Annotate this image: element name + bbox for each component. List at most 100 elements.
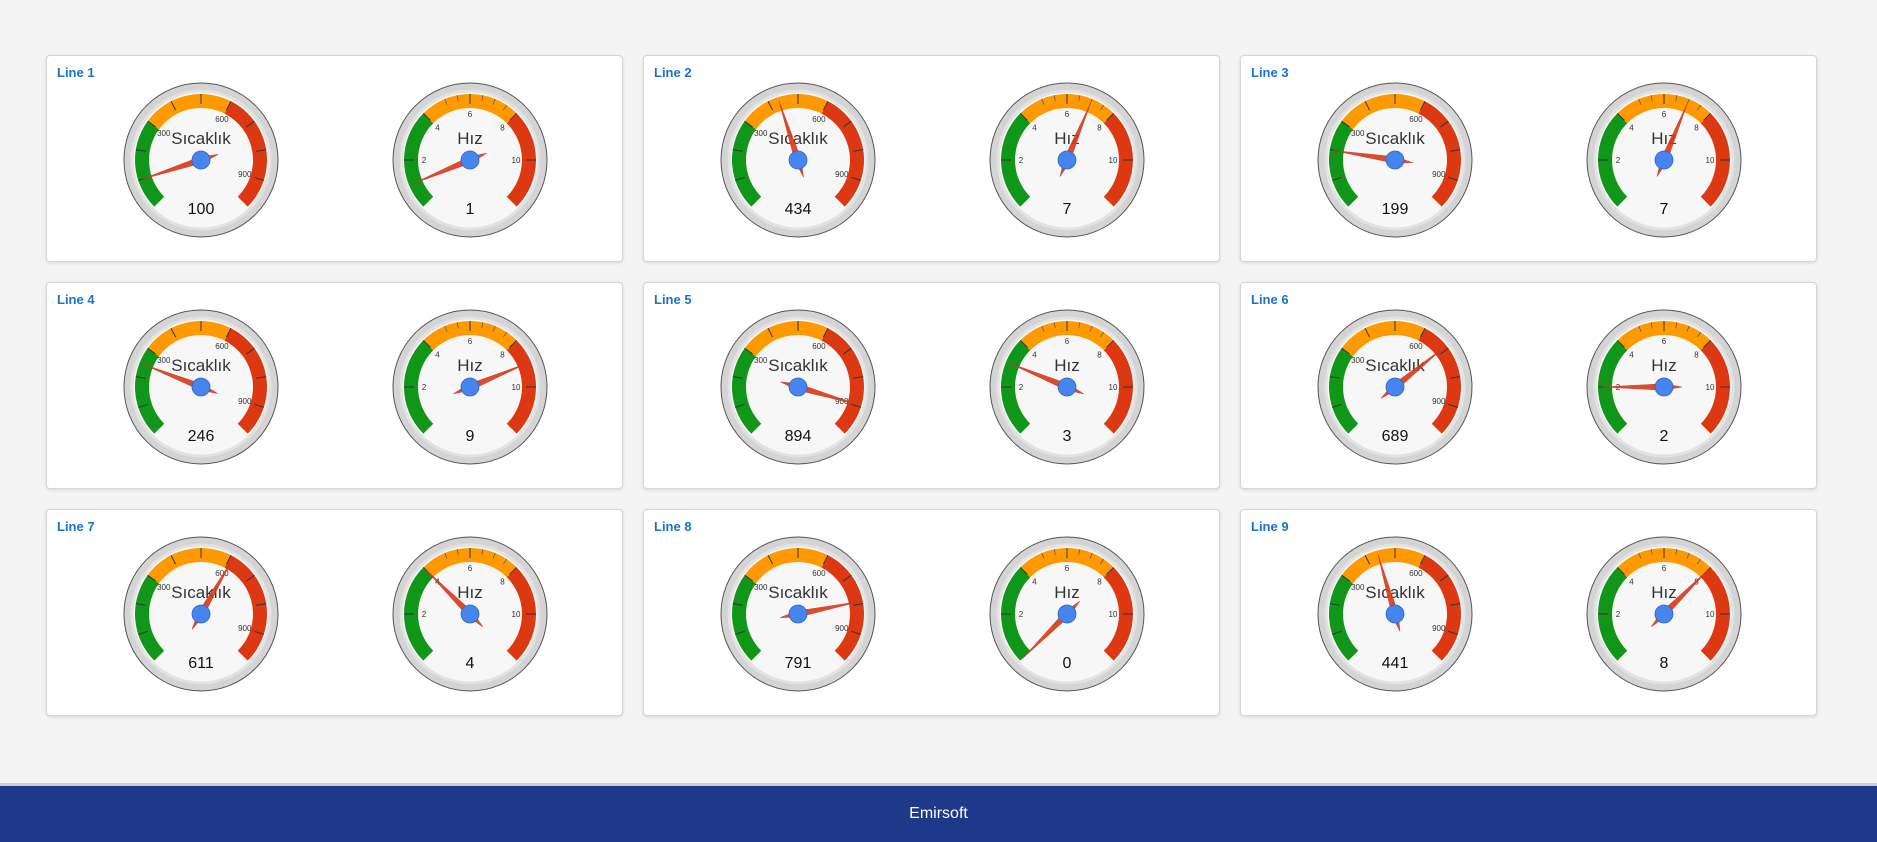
gauge-tick-label: 300 xyxy=(157,583,171,592)
gauge-major-tick xyxy=(735,403,745,408)
gauge-band-red xyxy=(224,101,267,207)
gauge-major-tick xyxy=(1450,603,1461,606)
speed-gauge-svg: 2 4 6 8 10 Hız 0 xyxy=(989,536,1145,692)
gauge-major-tick xyxy=(735,176,745,181)
gauge-tick-label: 8 xyxy=(500,123,505,132)
gauge-band-orange xyxy=(744,94,828,130)
gauge-value: 246 xyxy=(188,428,215,445)
gauge-tick-label: 600 xyxy=(812,569,826,578)
gauge-band-orange xyxy=(1020,94,1114,124)
gauge-tick-label: 6 xyxy=(468,337,473,346)
gauge-major-tick xyxy=(1440,574,1449,582)
temperature-gauge-svg: 300 600 900 Sıcaklık 199 xyxy=(1317,82,1473,238)
gauge-hub xyxy=(788,604,808,624)
gauge-major-tick xyxy=(1332,630,1342,635)
line-panel: Line 2 300 600 900 Sıcaklık 434 2 4 6 8 10 Hız 7 xyxy=(643,55,1220,262)
gauge-major-tick xyxy=(1341,120,1350,128)
gauge-tick-label: 900 xyxy=(1432,624,1446,633)
gauge-major-tick xyxy=(1364,327,1371,338)
speed-gauge: 2 4 6 8 10 Hız 3 xyxy=(988,308,1146,466)
gauge-major-tick xyxy=(1616,339,1625,348)
dashboard-grid: Line 1 300 600 900 Sıcaklık 100 2 4 6 8 10 Hız 1 Line… xyxy=(46,55,1817,716)
gauge-title: Hız xyxy=(457,129,483,148)
gauge-major-tick xyxy=(851,403,861,408)
speed-gauge-svg: 2 4 6 8 10 Hız 9 xyxy=(392,309,548,465)
gauge-tick-label: 600 xyxy=(812,342,826,351)
line-panel: Line 3 300 600 900 Sıcaklık 199 2 4 6 8 10 Hız 7 xyxy=(1240,55,1817,262)
gauge-minor-tick xyxy=(456,95,459,102)
gauge-minor-tick xyxy=(492,325,496,332)
gauge-major-tick xyxy=(1106,112,1115,121)
gauge-band-orange xyxy=(744,321,828,357)
gauge-tick-label: 8 xyxy=(500,577,505,586)
gauge-minor-tick xyxy=(1650,95,1653,102)
gauge-hub xyxy=(1057,377,1077,397)
gauge-minor-tick xyxy=(1686,325,1690,332)
gauge-tick-label: 6 xyxy=(1065,337,1070,346)
gauge-hub xyxy=(460,604,480,624)
line-panel: Line 8 300 600 900 Sıcaklık 791 2 4 6 8 10 Hız 0 xyxy=(643,509,1220,716)
gauge-tick-label: 900 xyxy=(835,624,849,633)
line-panel: Line 6300600900Sıcaklık689246810Hız2 xyxy=(1240,282,1817,489)
gauge-minor-tick xyxy=(503,558,507,565)
gauge-title: Hız xyxy=(457,583,483,602)
gauge-major-tick xyxy=(735,630,745,635)
gauge-major-tick xyxy=(1329,376,1340,379)
gauge-band-green xyxy=(135,348,165,434)
gauge-tick-label: 2 xyxy=(422,383,427,392)
temperature-gauge: 300 600 900 Sıcaklık 894 xyxy=(719,308,877,466)
speed-gauge-svg: 246810Hız8 xyxy=(1586,536,1742,692)
gauge-band-orange xyxy=(1617,94,1711,124)
gauge-value: 894 xyxy=(785,428,812,445)
gauge-band-orange xyxy=(147,321,231,357)
gauge-major-tick xyxy=(843,574,852,582)
gauge-band-green xyxy=(135,121,165,207)
gauge-tick-label: 300 xyxy=(1351,356,1365,365)
gauge-major-tick xyxy=(1106,339,1115,348)
gauge-minor-tick xyxy=(1089,552,1093,559)
gauge-band-green xyxy=(732,121,762,207)
gauge-value: 791 xyxy=(785,655,812,672)
gauge-major-tick xyxy=(254,176,264,181)
gauge-tick-label: 6 xyxy=(468,564,473,573)
gauge-major-tick xyxy=(822,554,829,565)
gauge-minor-tick xyxy=(444,98,448,105)
gauge-tick-label: 10 xyxy=(512,383,521,392)
gauge-tick-label: 900 xyxy=(1432,397,1446,406)
gauge-title: Sıcaklık xyxy=(1365,583,1425,602)
gauge-title: Sıcaklık xyxy=(768,129,828,148)
gauge-major-tick xyxy=(1616,112,1625,121)
gauge-minor-tick xyxy=(1100,331,1104,338)
gauge-major-tick xyxy=(1440,120,1449,128)
temperature-gauge: 300 600 900 Sıcaklık 434 xyxy=(719,81,877,239)
speed-gauge: 246810Hız2 xyxy=(1585,308,1743,466)
panel-title: Line 1 xyxy=(57,65,95,80)
gauge-tick-label: 8 xyxy=(1694,350,1699,359)
gauge-tick-label: 600 xyxy=(215,342,229,351)
footer-text: Emirsoft xyxy=(909,805,968,822)
gauge-band-red xyxy=(506,113,536,207)
gauge-hub xyxy=(1654,150,1674,170)
gauge-tick-label: 10 xyxy=(1706,610,1715,619)
gauge-major-tick xyxy=(1703,339,1712,348)
temperature-gauge: 300 600 900 Sıcaklık 246 xyxy=(122,308,280,466)
gauge-major-tick xyxy=(843,347,852,355)
gauge-title: Sıcaklık xyxy=(768,583,828,602)
gauge-band-orange xyxy=(1341,94,1425,130)
gauge-value: 7 xyxy=(1660,201,1669,218)
gauge-major-tick xyxy=(1703,112,1712,121)
speed-gauge-svg: 2 4 6 8 10 Hız 1 xyxy=(392,82,548,238)
line-panel: Line 7300600900Sıcaklık611246810Hız4 xyxy=(46,509,623,716)
gauge-hub xyxy=(788,150,808,170)
gauge-minor-tick xyxy=(1041,325,1045,332)
temperature-gauge: 300 600 900 Sıcaklık 199 xyxy=(1316,81,1474,239)
gauge-band-green xyxy=(1329,121,1359,207)
gauge-title: Sıcaklık xyxy=(1365,129,1425,148)
gauge-title: Sıcaklık xyxy=(171,129,231,148)
temperature-gauge-svg: 300 600 900 Sıcaklık 434 xyxy=(720,82,876,238)
gauge-major-tick xyxy=(225,327,232,338)
gauge-major-tick xyxy=(256,603,267,606)
gauge-band-green xyxy=(1598,340,1628,434)
gauge-major-tick xyxy=(256,376,267,379)
